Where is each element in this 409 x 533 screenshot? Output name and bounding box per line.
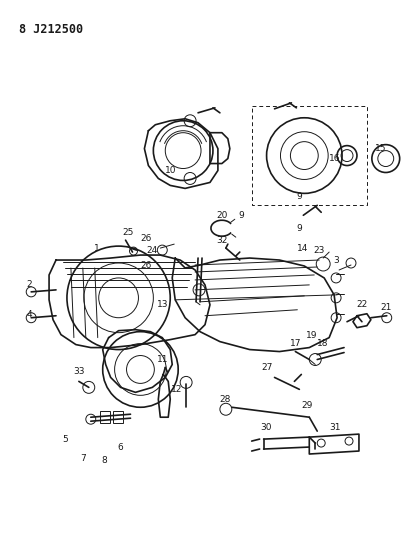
Text: 24: 24 bbox=[146, 246, 157, 255]
Text: 10: 10 bbox=[164, 166, 175, 175]
Text: 13: 13 bbox=[156, 300, 168, 309]
Text: 30: 30 bbox=[259, 423, 271, 432]
Text: 22: 22 bbox=[355, 300, 366, 309]
Text: 7: 7 bbox=[80, 455, 85, 464]
Text: 14: 14 bbox=[296, 244, 307, 253]
Text: 21: 21 bbox=[379, 303, 391, 312]
Text: 1: 1 bbox=[94, 244, 99, 253]
Text: 15: 15 bbox=[374, 144, 386, 153]
Text: 27: 27 bbox=[260, 363, 272, 372]
Text: 8: 8 bbox=[101, 456, 107, 465]
Text: 11: 11 bbox=[156, 355, 168, 364]
Text: 17: 17 bbox=[289, 339, 300, 348]
Text: 9: 9 bbox=[296, 224, 301, 233]
Text: 20: 20 bbox=[216, 211, 227, 220]
Text: 6: 6 bbox=[117, 442, 123, 451]
Text: 9: 9 bbox=[296, 192, 301, 201]
Text: 31: 31 bbox=[328, 423, 340, 432]
Text: 8 J212500: 8 J212500 bbox=[19, 23, 83, 36]
Bar bbox=[99, 411, 109, 423]
Text: 5: 5 bbox=[62, 434, 67, 443]
Text: 26: 26 bbox=[140, 261, 152, 270]
Text: 23: 23 bbox=[313, 246, 324, 255]
Text: 16: 16 bbox=[328, 154, 340, 163]
Text: 9: 9 bbox=[238, 211, 244, 220]
Text: 4: 4 bbox=[26, 310, 32, 319]
Bar bbox=[112, 411, 122, 423]
Text: 19: 19 bbox=[305, 331, 316, 340]
Text: 18: 18 bbox=[317, 339, 328, 348]
Text: 32: 32 bbox=[216, 236, 227, 245]
Text: 28: 28 bbox=[219, 395, 230, 404]
Text: 29: 29 bbox=[301, 401, 312, 410]
Text: 3: 3 bbox=[333, 255, 338, 264]
Text: 26: 26 bbox=[140, 233, 152, 243]
Text: 25: 25 bbox=[123, 228, 134, 237]
Text: 33: 33 bbox=[73, 367, 84, 376]
Text: 2: 2 bbox=[26, 280, 32, 289]
Text: 12: 12 bbox=[170, 385, 182, 394]
